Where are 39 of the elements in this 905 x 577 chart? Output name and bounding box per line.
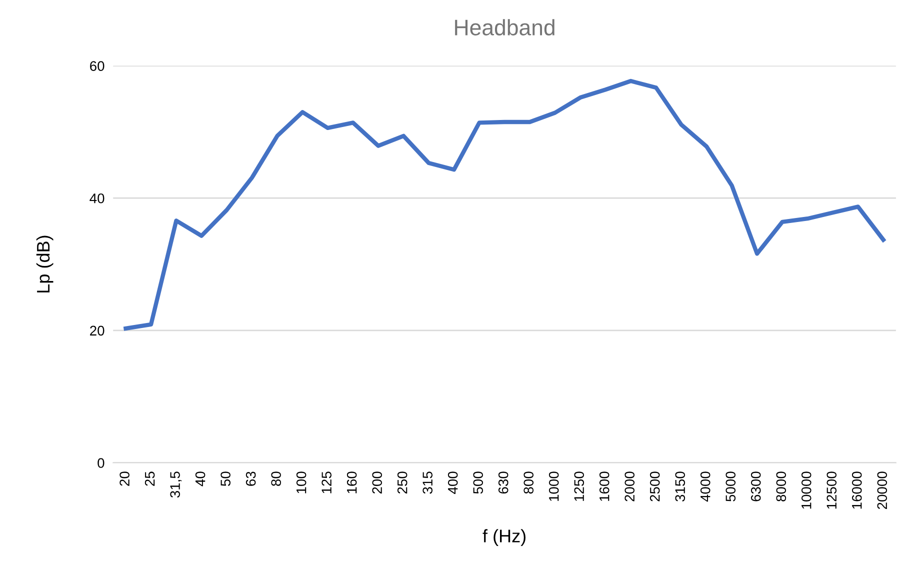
x-tick-label: 400: [448, 472, 458, 494]
x-tick-label: 250: [397, 472, 408, 494]
x-tick-label: 2000: [624, 472, 635, 502]
x-tick-label: 8000: [776, 472, 786, 502]
x-tick-label: 630: [498, 472, 508, 494]
y-tick-label: 0: [98, 458, 104, 468]
x-tick-label: 6300: [750, 472, 761, 502]
x-tick-label: 315: [422, 472, 433, 494]
x-tick-label: 40: [195, 472, 206, 486]
x-tick-label: 1600: [599, 472, 610, 501]
x-tick-label: 25: [144, 472, 155, 486]
x-tick-label: 20: [120, 472, 130, 486]
x-tick-label: 50: [220, 472, 230, 486]
x-tick-label: 1000: [548, 472, 559, 501]
chart-title: Headband: [455, 19, 554, 36]
x-tick-label: 800: [524, 472, 534, 494]
x-tick-label: 12500: [826, 472, 837, 509]
x-tick-label: 5000: [726, 472, 736, 502]
x-tick-label: 200: [372, 472, 382, 494]
y-tick-label: 40: [90, 193, 104, 204]
line-series: [124, 78, 886, 331]
x-tick-label: 4000: [700, 472, 710, 502]
x-tick-label: 1250: [574, 472, 584, 501]
y-axis-title: Lp (dB): [36, 236, 54, 292]
x-tick-label: 2500: [650, 472, 660, 502]
x-tick-label: 16000: [852, 472, 862, 509]
x-tick-label: 125: [322, 472, 332, 494]
x-tick-label: 500: [473, 472, 484, 494]
x-tick-label: 160: [346, 472, 357, 494]
x-tick-label: 100: [296, 472, 306, 494]
x-tick-label: 20000: [877, 472, 888, 510]
x-tick-label: 31,5: [170, 472, 182, 498]
x-tick-label: 3150: [675, 472, 686, 502]
y-tick-label: 20: [90, 326, 104, 336]
x-tick-label: 80: [271, 472, 281, 486]
x-tick-label: 63: [246, 472, 256, 486]
x-axis-title: f (Hz): [482, 529, 526, 546]
y-tick-label: 60: [90, 61, 104, 71]
x-tick-label: 10000: [801, 472, 812, 509]
